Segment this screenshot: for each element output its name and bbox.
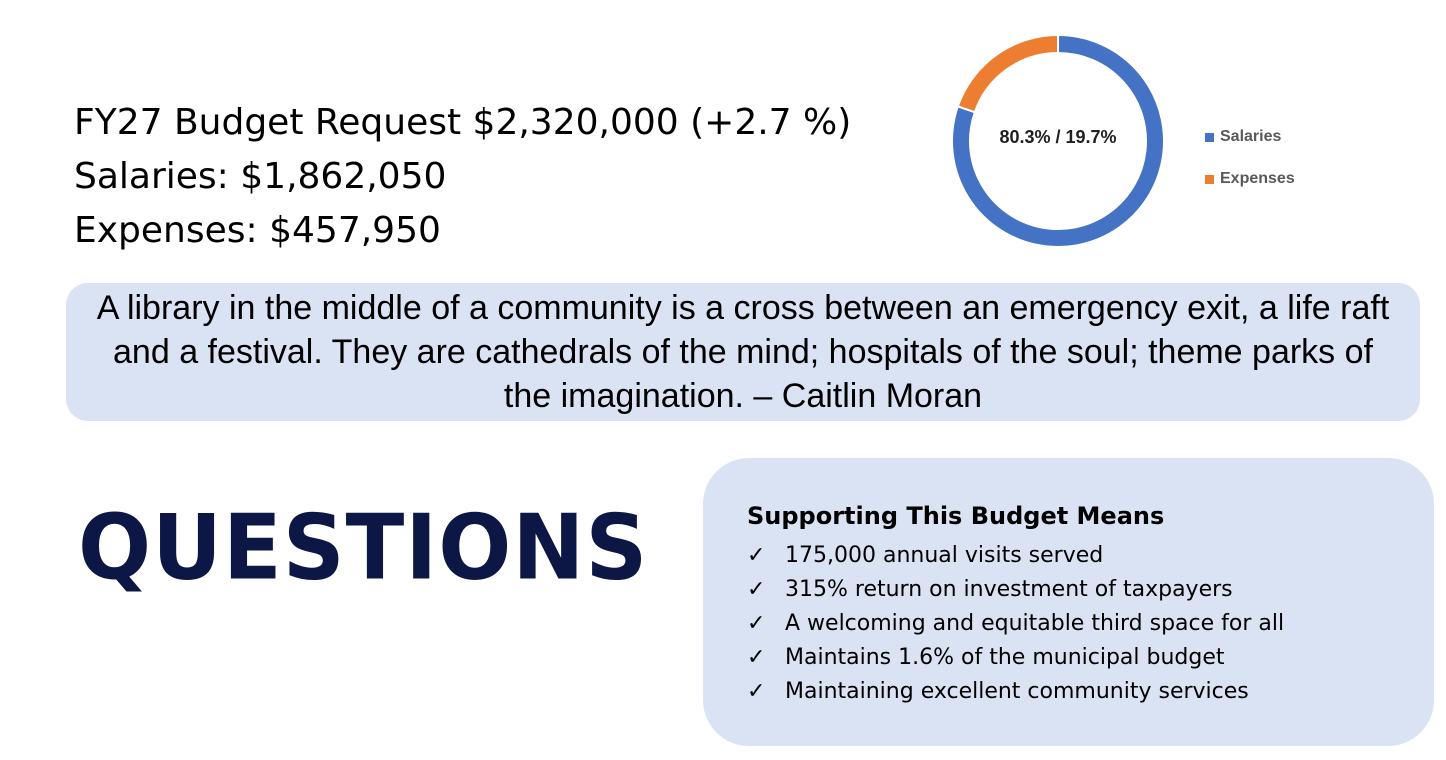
support-list: ✓ 175,000 annual visits served ✓ 315% re… [747, 538, 1284, 708]
quote-text: A library in the middle of a community i… [96, 289, 1390, 415]
quote-box: A library in the middle of a community i… [66, 283, 1420, 421]
questions-heading: QUESTIONS [78, 495, 649, 601]
legend-label-salaries: Salaries [1220, 128, 1282, 145]
chart-legend: Salaries Expenses [1205, 124, 1295, 208]
legend-label-expenses: Expenses [1220, 170, 1295, 187]
budget-summary: FY27 Budget Request $2,320,000 (+2.7 %) … [74, 96, 851, 258]
checkmark-icon: ✓ [747, 576, 766, 602]
salaries-line: Salaries: $1,862,050 [74, 156, 447, 197]
support-item-text: Maintains 1.6% of the municipal budget [785, 644, 1225, 670]
donut-svg [951, 33, 1165, 248]
support-item-text: 315% return on investment of taxpayers [785, 576, 1233, 602]
legend-swatch-expenses [1205, 174, 1214, 184]
support-item: ✓ 175,000 annual visits served [747, 538, 1284, 572]
legend-item-expenses: Expenses [1205, 166, 1295, 192]
support-item-text: 175,000 annual visits served [785, 542, 1104, 568]
donut-slice-expenses [956, 33, 1059, 114]
support-item-text: A welcoming and equitable third space fo… [785, 610, 1285, 636]
support-item: ✓ 315% return on investment of taxpayers [747, 572, 1284, 606]
donut-chart: 80.3% / 19.7% [950, 33, 1166, 249]
support-title: Supporting This Budget Means [747, 502, 1165, 530]
legend-swatch-salaries [1205, 132, 1214, 142]
checkmark-icon: ✓ [747, 644, 766, 670]
support-item: ✓ Maintaining excellent community servic… [747, 674, 1284, 708]
budget-request-line: FY27 Budget Request $2,320,000 (+2.7 %) [74, 102, 852, 143]
donut-center-label: 80.3% / 19.7% [999, 127, 1117, 147]
checkmark-icon: ✓ [747, 678, 766, 704]
donut-slice-salaries [951, 33, 1165, 248]
legend-item-salaries: Salaries [1205, 124, 1295, 150]
support-item: ✓ Maintains 1.6% of the municipal budget [747, 640, 1284, 674]
checkmark-icon: ✓ [747, 542, 766, 568]
support-item-text: Maintaining excellent community services [785, 678, 1249, 704]
checkmark-icon: ✓ [747, 610, 766, 636]
support-item: ✓ A welcoming and equitable third space … [747, 606, 1284, 640]
expenses-line: Expenses: $457,950 [74, 210, 441, 251]
support-box: Supporting This Budget Means ✓ 175,000 a… [703, 458, 1434, 746]
